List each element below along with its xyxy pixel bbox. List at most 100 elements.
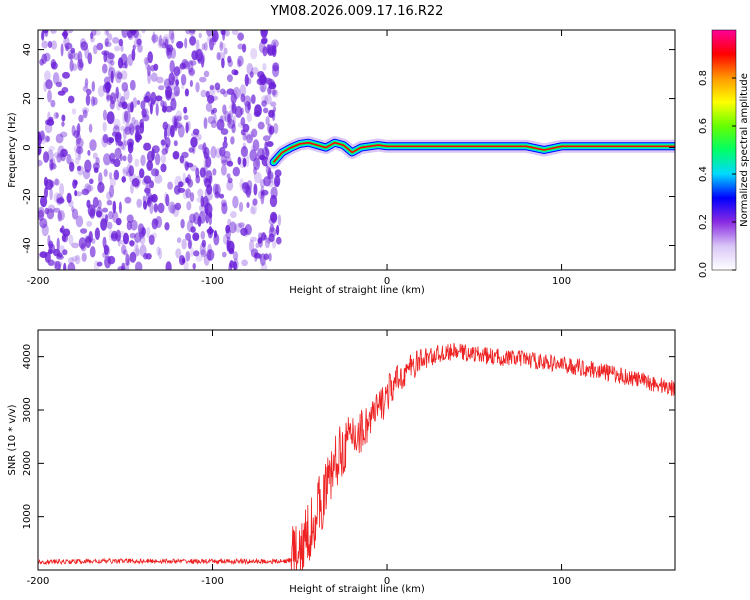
noise-blob	[234, 223, 243, 233]
noise-blob	[165, 261, 172, 270]
noise-blob	[217, 52, 226, 61]
noise-blob	[221, 57, 225, 69]
noise-blob	[54, 177, 59, 186]
noise-blob	[82, 109, 88, 119]
noise-blob	[238, 201, 244, 212]
noise-blob	[39, 218, 48, 229]
noise-blob	[246, 134, 253, 144]
noise-blob	[65, 45, 69, 52]
noise-blob	[70, 47, 76, 54]
noise-blob	[121, 70, 128, 80]
noise-blob	[84, 159, 92, 173]
noise-blob	[121, 82, 129, 92]
noise-blob	[213, 230, 218, 239]
noise-blob	[170, 98, 177, 111]
noise-blob	[262, 135, 271, 142]
noise-blob	[109, 172, 113, 180]
noise-blob	[130, 101, 134, 113]
noise-blob	[188, 147, 195, 153]
noise-blob	[108, 211, 114, 220]
noise-blob	[157, 38, 165, 49]
noise-blob	[261, 232, 266, 241]
noise-blob	[71, 242, 79, 249]
noise-blob	[165, 137, 171, 148]
noise-blob	[134, 158, 140, 167]
noise-blob	[183, 259, 189, 270]
noise-blob	[112, 211, 119, 223]
noise-blob	[173, 140, 178, 147]
noise-blob	[131, 48, 136, 61]
noise-blob	[237, 55, 244, 67]
noise-blob	[246, 112, 253, 123]
noise-blob	[228, 262, 233, 270]
noise-blob	[244, 224, 252, 236]
noise-blob	[249, 71, 254, 78]
noise-blob	[170, 204, 176, 215]
noise-blob	[219, 41, 224, 52]
noise-blob	[57, 263, 62, 270]
noise-blob	[101, 135, 108, 148]
noise-blob	[93, 260, 99, 270]
noise-blob	[161, 148, 168, 155]
noise-blob	[96, 42, 104, 51]
y-tick-label: 40	[22, 43, 33, 56]
noise-blob	[158, 34, 163, 47]
noise-blob	[262, 63, 267, 71]
noise-blob	[148, 234, 155, 245]
noise-blob	[116, 92, 122, 104]
colorbar: 0.0 0.2 0.4 0.6 0.8 Normalized spectral ampl…	[698, 29, 750, 278]
noise-blob	[178, 181, 184, 188]
noise-blob	[268, 82, 273, 95]
noise-blob	[193, 250, 200, 257]
noise-blob	[249, 207, 256, 214]
noise-blob	[85, 236, 92, 249]
noise-blob	[44, 186, 48, 199]
noise-blob	[110, 70, 114, 84]
noise-blob	[80, 228, 88, 234]
noise-blob	[155, 95, 163, 102]
noise-blob	[258, 253, 262, 260]
noise-blob	[122, 139, 126, 152]
noise-blob	[270, 213, 278, 224]
noise-blob	[267, 170, 274, 180]
noise-blob	[153, 218, 160, 225]
noise-blob	[180, 74, 187, 86]
noise-blob	[185, 188, 191, 199]
noise-blob	[151, 168, 159, 177]
noise-blob	[60, 131, 68, 138]
noise-blob	[135, 175, 141, 188]
noise-blob	[129, 123, 135, 136]
noise-blob	[89, 246, 96, 258]
noise-blob	[231, 123, 236, 134]
noise-blob	[137, 45, 142, 53]
noise-blob	[192, 232, 200, 241]
noise-blob	[75, 215, 84, 228]
noise-blob	[84, 82, 89, 89]
noise-blob	[265, 116, 270, 126]
noise-blob	[102, 63, 108, 74]
noise-blob	[253, 110, 261, 118]
noise-blob	[53, 112, 59, 120]
y-tick-label: -40	[22, 237, 33, 253]
noise-blob	[189, 30, 196, 34]
noise-blob	[237, 32, 245, 41]
noise-blob	[52, 72, 60, 85]
noise-blob	[223, 150, 231, 159]
colorbar-tick-label: 0.0	[698, 262, 709, 278]
noise-blob	[150, 72, 158, 82]
x-tick-label: 0	[384, 276, 390, 287]
noise-blob	[243, 95, 252, 107]
noise-blob	[53, 207, 61, 213]
noise-blob	[241, 182, 249, 190]
noise-blob	[69, 161, 75, 172]
noise-blob	[209, 38, 214, 51]
noise-blob	[59, 183, 65, 196]
noise-blob	[185, 122, 189, 134]
noise-blob	[232, 166, 240, 177]
noise-blob	[160, 163, 167, 173]
noise-blob	[192, 128, 200, 135]
noise-blob	[261, 95, 269, 104]
noise-blob	[242, 123, 250, 133]
noise-blob	[122, 111, 126, 124]
